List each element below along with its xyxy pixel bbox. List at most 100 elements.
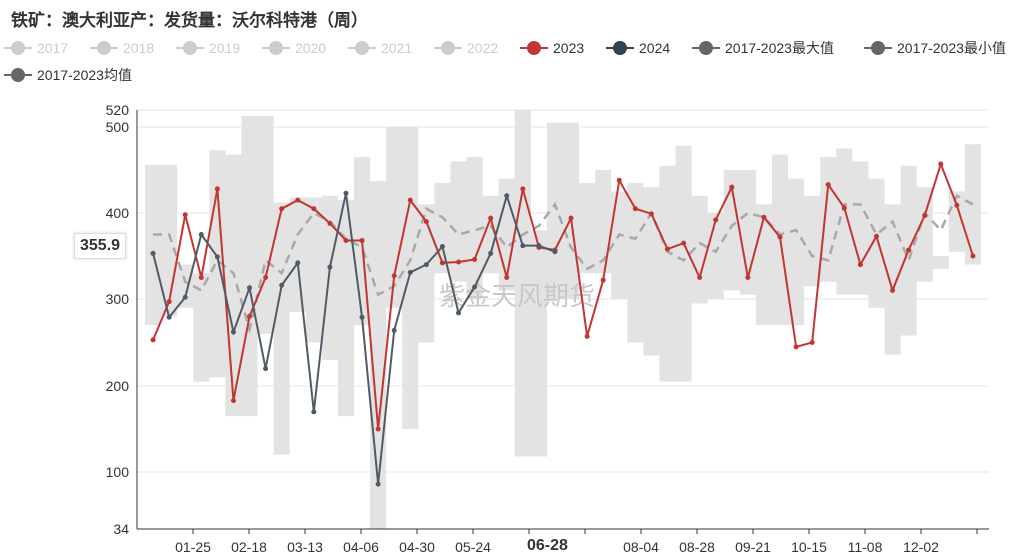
series-2023-point xyxy=(504,275,510,280)
series-2024-point xyxy=(311,409,317,415)
series-2023-point xyxy=(359,238,365,244)
legend-item-avg[interactable]: 2017-2023均值 xyxy=(4,64,132,86)
series-2023-point xyxy=(520,186,526,192)
cursor-y-value: 355.9 xyxy=(74,233,127,259)
x-tick-label: 02-18 xyxy=(231,539,267,555)
series-2023-point xyxy=(295,197,301,203)
series-2023-point xyxy=(150,337,156,343)
series-2024-point xyxy=(359,314,365,320)
legend-label: 2017 xyxy=(37,40,69,56)
legend-marker-icon xyxy=(692,41,720,55)
series-2024-point xyxy=(456,310,462,316)
legend-label: 2018 xyxy=(123,40,155,56)
series-2023-point xyxy=(857,262,863,268)
series-2023-point xyxy=(472,256,478,262)
series-2023-point xyxy=(423,219,429,225)
series-2023-point xyxy=(391,273,397,279)
average-series-line xyxy=(153,194,974,335)
series-2024-point xyxy=(439,244,445,250)
x-tick-label: 04-30 xyxy=(399,539,435,555)
series-2024-point xyxy=(423,262,429,268)
series-2024-point xyxy=(230,329,236,335)
series-2024-point xyxy=(343,190,349,196)
series-2023-point xyxy=(954,202,960,208)
series-2023-line xyxy=(152,160,974,430)
y-tick-label: 200 xyxy=(106,378,130,394)
series-2023-point xyxy=(214,186,220,192)
legend-item-2018[interactable]: 2018 xyxy=(90,37,154,59)
legend-label: 2022 xyxy=(467,40,499,56)
series-2023-point xyxy=(761,214,767,220)
x-tick-label: 11-08 xyxy=(848,539,883,555)
series-2024-point xyxy=(247,285,253,291)
legend-item-min[interactable]: 2017-2023最小值 xyxy=(864,37,1006,59)
series-2023-point xyxy=(873,233,879,239)
x-tick-label: 01-25 xyxy=(175,539,211,555)
series-2023-point xyxy=(230,398,236,404)
legend-item-2021[interactable]: 2021 xyxy=(348,37,412,59)
series-2024-point xyxy=(214,254,220,260)
series-2023-point xyxy=(809,340,815,345)
y-tick-label: 520 xyxy=(106,102,130,118)
series-2024-point xyxy=(150,250,156,256)
legend: 2017 2018 2019 2020 2021 2022 2023 2024 … xyxy=(0,36,1027,92)
legend-marker-icon xyxy=(90,41,118,55)
x-tick-label: 10-15 xyxy=(791,539,827,555)
legend-item-2019[interactable]: 2019 xyxy=(176,37,240,59)
min-max-band xyxy=(145,110,981,529)
legend-marker-icon xyxy=(262,41,290,55)
series-2024-point xyxy=(166,314,172,320)
y-tick-label: 400 xyxy=(106,205,130,221)
legend-label: 2017-2023最大值 xyxy=(725,40,834,56)
series-2023-point xyxy=(729,184,735,190)
series-2023-point xyxy=(279,206,285,212)
legend-item-2022[interactable]: 2022 xyxy=(434,37,498,59)
y-tick-label: 34 xyxy=(113,521,129,537)
series-2024-point xyxy=(375,481,381,487)
series-2024-point xyxy=(472,284,478,290)
legend-item-2020[interactable]: 2020 xyxy=(262,37,326,59)
series-2024-point xyxy=(504,193,510,199)
legend-marker-icon xyxy=(520,41,548,55)
series-2023-point xyxy=(568,215,574,221)
series-2024-point xyxy=(327,264,333,270)
series-2023-point xyxy=(584,333,590,339)
series-2024-point xyxy=(536,243,542,249)
legend-item-max[interactable]: 2017-2023最大值 xyxy=(692,37,834,59)
series-2024-point xyxy=(263,366,269,372)
series-2023-point xyxy=(841,205,847,211)
watermark: 紫金天风期货 xyxy=(439,282,595,312)
legend-item-2024[interactable]: 2024 xyxy=(606,37,670,59)
y-tick-label: 300 xyxy=(106,291,130,307)
series-2023-point xyxy=(922,213,928,219)
series-2023-point xyxy=(311,206,317,212)
series-2024-point xyxy=(488,250,494,256)
series-2024-point xyxy=(198,232,204,237)
series-2023-point xyxy=(648,211,654,217)
series-2024-point xyxy=(552,249,558,255)
legend-item-2017[interactable]: 2017 xyxy=(4,37,68,59)
legend-label: 2024 xyxy=(639,40,671,56)
series-2023-point xyxy=(906,247,912,253)
legend-marker-icon xyxy=(348,41,376,55)
series-2023-point xyxy=(664,246,670,252)
series-2023-point xyxy=(890,287,896,293)
legend-marker-icon xyxy=(864,41,892,55)
x-tick-label: 08-04 xyxy=(623,539,659,555)
series-2023-point xyxy=(488,215,494,221)
legend-marker-icon xyxy=(4,68,32,82)
series-2023-point xyxy=(970,253,976,259)
series-2024-point xyxy=(407,269,413,275)
series-2023-point xyxy=(182,212,188,218)
series-2024-point xyxy=(279,282,285,288)
x-tick-label: 09-21 xyxy=(735,539,771,555)
series-2023-point xyxy=(456,259,462,265)
legend-marker-icon xyxy=(4,41,32,55)
legend-marker-icon xyxy=(176,41,204,55)
legend-item-2023[interactable]: 2023 xyxy=(520,37,584,59)
series-2023-point xyxy=(327,220,333,226)
x-tick-label: 05-24 xyxy=(455,539,491,555)
series-2024-point xyxy=(295,260,301,266)
legend-label: 2017-2023最小值 xyxy=(897,40,1006,56)
